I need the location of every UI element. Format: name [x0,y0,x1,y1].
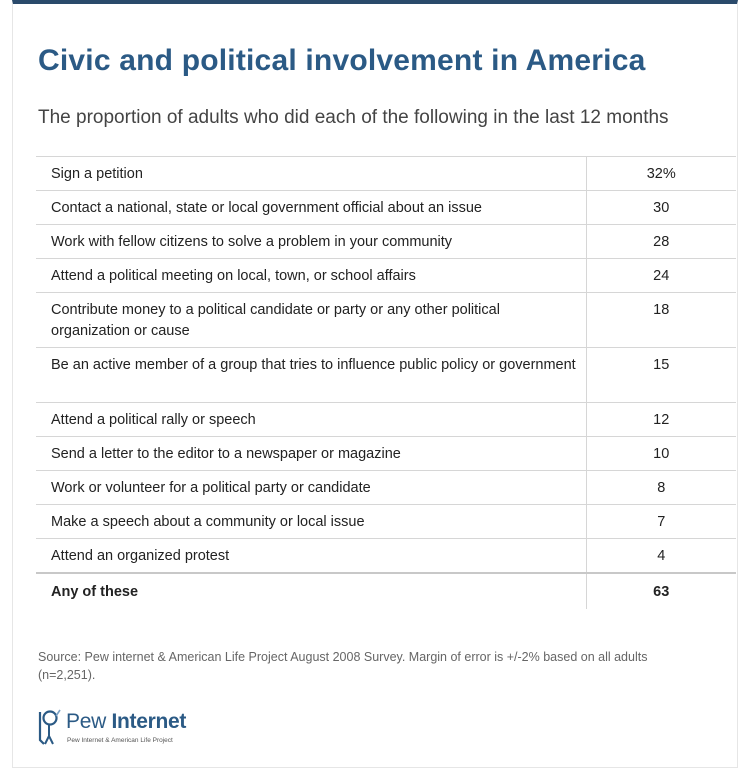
logo-tagline: Pew Internet & American Life Project [67,737,173,744]
chart-frame [12,0,738,768]
data-table: Sign a petition 32% Contact a national, st… [36,156,736,609]
percent-value: 12 [585,402,736,437]
table-row: Work with fellow citizens to solve a pro… [36,224,736,259]
percent-value: 32% [585,156,736,191]
activity-label: Attend an organized protest [36,538,586,573]
activity-label: Contribute money to a political candidat… [36,292,586,348]
table-row: Attend a political meeting on local, tow… [36,258,736,293]
activity-label: Work or volunteer for a political party … [36,470,586,505]
activity-label: Attend a political meeting on local, tow… [36,258,586,293]
chart-title: Civic and political involvement in Ameri… [38,44,646,77]
table-row: Contribute money to a political candidat… [36,292,736,348]
chart-subtitle: The proportion of adults who did each of… [38,107,669,128]
activity-label: Work with fellow citizens to solve a pro… [36,224,586,259]
source-note: Source: Pew internet & American Life Pro… [38,650,648,682]
percent-value: 4 [585,538,736,573]
total-value: 63 [585,571,736,609]
percent-value: 30 [585,190,736,225]
activity-label: Send a letter to the editor to a newspap… [36,436,586,471]
activity-label: Sign a petition [36,156,586,191]
pew-logo-icon [38,709,61,745]
table-row: Attend a political rally or speech 12 [36,402,736,437]
activity-label: Be an active member of a group that trie… [36,347,586,403]
table-row: Work or volunteer for a political party … [36,470,736,505]
table-row: Sign a petition 32% [36,156,736,191]
activity-label: Make a speech about a community or local… [36,504,586,539]
percent-value: 8 [585,470,736,505]
percent-value: 24 [585,258,736,293]
table-row: Be an active member of a group that trie… [36,347,736,403]
percent-value: 10 [585,436,736,471]
percent-value: 18 [585,292,736,348]
total-row: Any of these 63 [36,571,736,609]
percent-value: 7 [585,504,736,539]
total-label: Any of these [36,571,586,609]
percent-value: 15 [585,347,736,403]
table-row: Contact a national, state or local gover… [36,190,736,225]
table-row: Make a speech about a community or local… [36,504,736,539]
pew-internet-logo: Pew Internet Pew Internet & American Lif… [36,704,216,748]
table-row: Send a letter to the editor to a newspap… [36,436,736,471]
logo-wordmark: Pew Internet [66,710,187,733]
percent-value: 28 [585,224,736,259]
activity-label: Attend a political rally or speech [36,402,586,437]
table-row: Attend an organized protest 4 [36,538,736,573]
activity-label: Contact a national, state or local gover… [36,190,586,225]
